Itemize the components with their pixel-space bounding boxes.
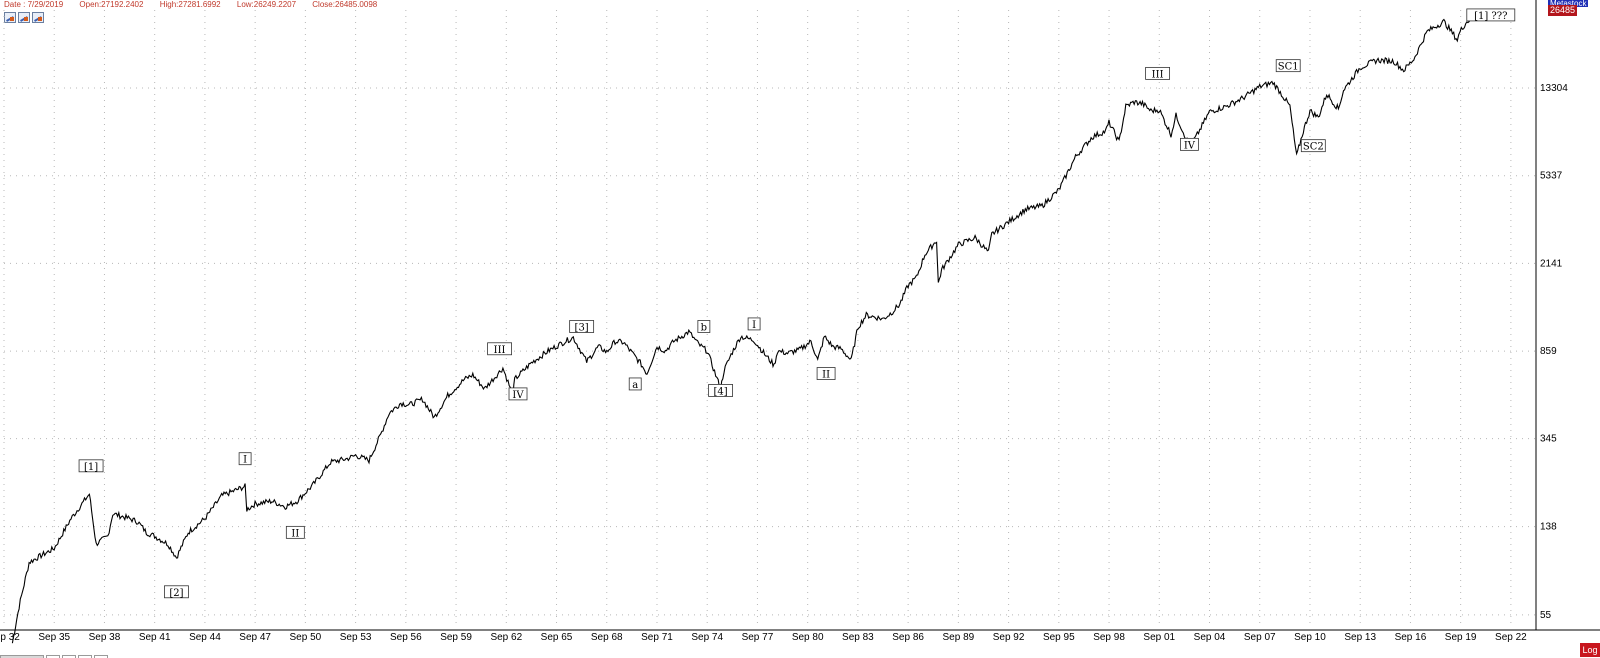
wave-label-box [1300, 139, 1326, 153]
log-scale-button[interactable]: Log [1580, 643, 1600, 657]
wave-label: a [632, 380, 638, 391]
wave-label-box [708, 384, 734, 397]
wave-label-box [1275, 59, 1301, 73]
chart-tab[interactable] [0, 655, 44, 658]
wave-label: SC2 [1303, 142, 1324, 153]
wave-label-box [816, 367, 836, 380]
x-tick-label: Sep 62 [490, 632, 522, 643]
chart-tab[interactable] [62, 655, 76, 658]
last-price-badge: 26485 [1548, 5, 1578, 16]
wave-label: b [701, 322, 707, 333]
x-tick-label: Sep 19 [1445, 632, 1477, 643]
wave-label-box [747, 317, 761, 331]
wave-label: II [291, 528, 299, 539]
x-tick-label: Sep 80 [792, 632, 824, 643]
y-tick-label: 5337 [1540, 171, 1563, 182]
chart-toolbar [4, 12, 44, 24]
wave-label: [1] [84, 462, 98, 473]
x-tick-label: Sep 95 [1043, 632, 1075, 643]
wave-label: SC1 [1278, 62, 1299, 73]
x-tick-label: Sep 41 [139, 632, 171, 643]
x-tick-label: Sep 22 [1495, 632, 1527, 643]
chart-tool-icon[interactable] [18, 12, 30, 23]
x-tick-label: Sep 77 [742, 632, 774, 643]
x-tick-label: Sep 98 [1093, 632, 1125, 643]
wave-label: I [243, 455, 247, 466]
quote-open: Open:27192.2402 [79, 0, 144, 9]
wave-label-box [1466, 8, 1516, 22]
x-tick-label: Sep 13 [1344, 632, 1376, 643]
wave-label: [3] [575, 322, 589, 333]
x-tick-label: Sep 71 [641, 632, 673, 643]
wave-label-box [697, 320, 711, 333]
wave-label: I [752, 320, 756, 331]
wave-label-box [78, 459, 104, 473]
y-tick-label: 345 [1540, 434, 1557, 445]
y-tick-label: 13304 [1540, 83, 1568, 94]
wave-label-box [628, 377, 642, 391]
chart-tab[interactable] [46, 655, 60, 658]
x-tick-label: Sep 38 [89, 632, 121, 643]
wave-label: III [1152, 69, 1164, 80]
chart-tab[interactable] [78, 655, 92, 658]
x-tick-label: Sep 89 [943, 632, 975, 643]
y-tick-label: 859 [1540, 346, 1557, 357]
wave-label-box [164, 585, 189, 599]
y-tick-label: 55 [1540, 610, 1552, 621]
wave-label-box [238, 452, 252, 466]
x-tick-label: Sep 01 [1143, 632, 1175, 643]
wave-label-box [1180, 137, 1199, 151]
x-tick-label: Sep 32 [0, 632, 20, 643]
quote-date: Date : 7/29/2019 [4, 0, 64, 9]
chart-tool-icon[interactable] [4, 12, 16, 23]
x-tick-label: Sep 16 [1395, 632, 1427, 643]
x-tick-label: Sep 47 [239, 632, 271, 643]
x-tick-label: Sep 92 [993, 632, 1025, 643]
wave-label: [1] ??? [1474, 11, 1507, 22]
quote-high: High:27281.6992 [159, 0, 221, 9]
wave-label-box [508, 387, 528, 401]
y-tick-label: 2141 [1540, 258, 1563, 269]
x-tick-label: Sep 86 [892, 632, 924, 643]
quote-low: Low:26249.2207 [236, 0, 297, 9]
quote-close: Close:26485.0098 [312, 0, 378, 9]
wave-label: IV [1184, 140, 1196, 151]
wave-label: II [822, 370, 830, 381]
x-tick-label: Sep 83 [842, 632, 874, 643]
x-tick-label: Sep 59 [440, 632, 472, 643]
wave-label: [2] [169, 588, 183, 599]
wave-label: III [494, 345, 506, 356]
wave-label: [4] [714, 386, 728, 397]
price-series-line [11, 18, 1471, 644]
quote-header: Date : 7/29/2019 Open:27192.2402 High:27… [4, 0, 391, 10]
wave-label-box [1145, 66, 1171, 80]
chart-tab[interactable] [94, 655, 108, 658]
symbol-label: Metastock [1548, 0, 1589, 7]
x-tick-label: Sep 04 [1194, 632, 1226, 643]
wave-label-box [285, 525, 305, 539]
y-tick-label: 138 [1540, 522, 1557, 533]
chart-tool-icon[interactable] [32, 12, 44, 23]
x-tick-label: Sep 74 [691, 632, 723, 643]
x-tick-label: Sep 65 [541, 632, 573, 643]
x-tick-label: Sep 56 [390, 632, 422, 643]
x-tick-label: Sep 53 [340, 632, 372, 643]
x-tick-label: Sep 68 [591, 632, 623, 643]
x-tick-label: Sep 35 [38, 632, 70, 643]
x-tick-label: Sep 07 [1244, 632, 1276, 643]
wave-label-box [487, 342, 512, 356]
wave-label: IV [512, 390, 524, 401]
x-tick-label: Sep 50 [290, 632, 322, 643]
x-tick-label: Sep 44 [189, 632, 221, 643]
wave-label-box [569, 320, 595, 333]
chart-tabs [0, 655, 130, 658]
x-tick-label: Sep 10 [1294, 632, 1326, 643]
